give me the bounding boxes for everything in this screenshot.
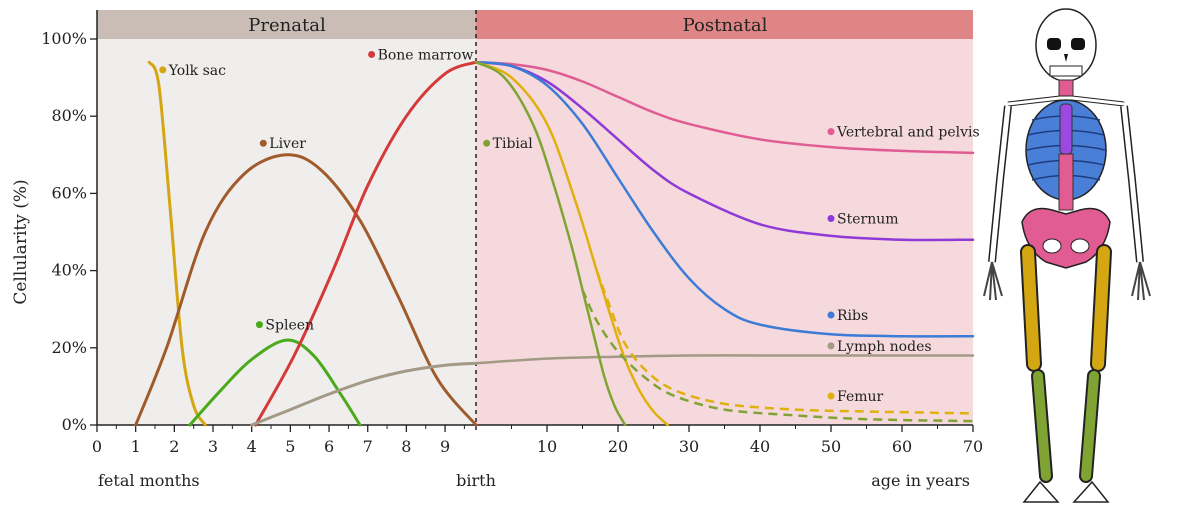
series-line-tibial-dashed <box>581 289 974 423</box>
y-tick-label: 20% <box>51 338 87 357</box>
series-line-tibial-postnatal <box>474 60 627 427</box>
x-label-fetal-months: fetal months <box>98 471 200 490</box>
series-label-spleen: Spleen <box>265 318 314 334</box>
series-label-tibial: Tibial <box>493 136 534 152</box>
series-line-ribs-postnatal <box>474 60 975 338</box>
background-bands <box>97 10 973 425</box>
prenatal-header <box>97 10 476 39</box>
series-marker-sternum <box>827 214 835 222</box>
series-marker-bone-marrow <box>368 50 376 58</box>
x-tick-label: 0 <box>92 437 102 456</box>
x-tick-label: 30 <box>679 437 699 456</box>
skeleton-illustration <box>983 8 1151 503</box>
axes: 0% 20% 40% 60% 80% 100% 0 1 2 3 4 5 6 7 8 9 10 20 30 40 50 60… <box>41 10 983 456</box>
series-marker-vertebral-and-pelvis <box>827 128 835 136</box>
postnatal-band <box>476 39 973 425</box>
series-marker-yolk-sac <box>159 66 167 74</box>
x-tick-label: 4 <box>247 437 257 456</box>
series-label-vertebral-and-pelvis: Vertebral and pelvis <box>836 125 980 141</box>
series-marker-ribs <box>827 311 835 319</box>
postnatal-header <box>476 10 973 39</box>
x-tick-label: 5 <box>285 437 295 456</box>
series-line-lymph-nodes-postnatal <box>474 354 975 365</box>
series-line-bone-marrow-prenatal <box>254 60 478 427</box>
series-label-yolk-sac: Yolk sac <box>168 63 226 79</box>
x-tick-label: 6 <box>324 437 334 456</box>
x-tick-label: 40 <box>750 437 770 456</box>
x-tick-label: 8 <box>401 437 411 456</box>
series-label-liver: Liver <box>269 136 306 152</box>
series-group <box>134 60 975 427</box>
series-label-lymph-nodes: Lymph nodes <box>837 339 932 355</box>
y-tick-label: 40% <box>51 261 87 280</box>
x-tick-label: 7 <box>363 437 373 456</box>
y-tick-label: 100% <box>41 29 87 48</box>
y-axis-title: Cellularity (%) <box>11 179 31 304</box>
series-label-bone-marrow: Bone marrow <box>378 47 474 63</box>
band-label-postnatal: Postnatal <box>683 15 768 36</box>
series-marker-lymph-nodes <box>827 342 835 350</box>
series-line-liver-prenatal <box>134 153 478 427</box>
series-line-sternum-postnatal <box>474 60 975 242</box>
x-tick-label: 9 <box>440 437 450 456</box>
series-line-yolk-sac-prenatal <box>147 60 207 427</box>
x-tick-label: 3 <box>208 437 218 456</box>
x-tick-label: 50 <box>821 437 841 456</box>
x-tick-label: 1 <box>131 437 141 456</box>
x-tick-label: 70 <box>963 437 983 456</box>
x-label-age-in-years: age in years <box>871 471 970 490</box>
series-label-sternum: Sternum <box>837 211 899 227</box>
y-tick-label: 80% <box>51 106 87 125</box>
x-tick-label: 2 <box>169 437 179 456</box>
y-tick-label: 0% <box>62 415 87 434</box>
series-line-femur-postnatal <box>474 60 669 427</box>
y-tick-label: 60% <box>51 183 87 202</box>
series-line-vertebral-and-pelvis-postnatal <box>474 60 975 155</box>
series-line-spleen-prenatal <box>188 338 362 427</box>
x-tick-label: 20 <box>608 437 628 456</box>
series-line-lymph-nodes-prenatal <box>250 361 478 427</box>
x-tick-label: 10 <box>537 437 557 456</box>
x-label-birth: birth <box>456 471 496 490</box>
series-marker-spleen <box>255 321 263 329</box>
series-labels: Yolk sac Liver Spleen Bone marrow Lymph node… <box>159 47 980 405</box>
series-label-femur: Femur <box>837 389 884 405</box>
series-marker-liver <box>259 139 267 147</box>
series-marker-tibial <box>483 139 491 147</box>
series-label-ribs: Ribs <box>837 308 868 324</box>
series-marker-femur <box>827 392 835 400</box>
band-label-prenatal: Prenatal <box>248 15 326 36</box>
x-tick-label: 60 <box>892 437 912 456</box>
series-line-femur-dashed <box>595 270 974 415</box>
